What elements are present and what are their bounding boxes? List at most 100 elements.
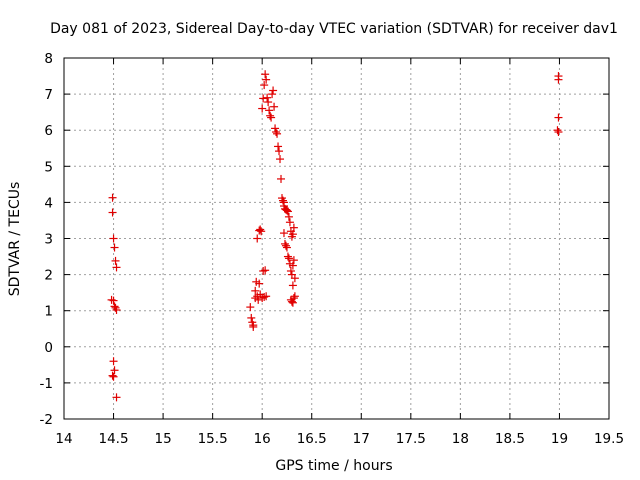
- y-tick-label: 8: [44, 51, 53, 67]
- data-point: [265, 106, 274, 115]
- data-point: [111, 303, 120, 312]
- data-point: [284, 212, 293, 221]
- data-point: [554, 75, 563, 84]
- data-point: [272, 128, 281, 137]
- data-point: [283, 252, 292, 261]
- x-tick-label: 17.5: [396, 431, 426, 447]
- data-point: [283, 207, 292, 216]
- data-point: [109, 357, 118, 366]
- data-point: [109, 234, 118, 243]
- data-point: [254, 295, 263, 304]
- x-tick-label: 18: [452, 431, 469, 447]
- data-point: [281, 205, 290, 214]
- chart-title: Day 081 of 2023, Sidereal Day-to-day VTE…: [50, 21, 618, 37]
- data-point: [253, 234, 262, 243]
- x-tick-label: 15.5: [198, 431, 228, 447]
- grid: [64, 58, 609, 419]
- data-point: [261, 70, 270, 79]
- data-point: [262, 75, 271, 84]
- data-point: [282, 243, 291, 252]
- data-point: [110, 243, 119, 252]
- data-point: [275, 147, 284, 156]
- x-tick-label: 16: [254, 431, 271, 447]
- plot-frame: [63, 57, 610, 420]
- data-point: [554, 113, 563, 122]
- data-point: [279, 229, 288, 238]
- data-point: [257, 227, 266, 236]
- data-point: [110, 366, 119, 375]
- y-tick-labels: -2 -1 0 1 2 3 4 5 6 7 8: [40, 51, 53, 428]
- data-point: [108, 193, 117, 202]
- data-point: [269, 86, 278, 95]
- y-axis-label: SDTVAR / TECUs: [7, 182, 23, 297]
- y-tick-label: 5: [44, 159, 53, 175]
- data-point: [278, 196, 287, 205]
- data-point: [262, 292, 271, 301]
- data-point: [252, 277, 261, 286]
- y-tick-label: -2: [40, 412, 53, 428]
- data-point: [284, 254, 293, 263]
- data-point: [112, 305, 121, 314]
- data-point: [282, 206, 291, 215]
- data-point: [287, 297, 296, 306]
- data-points: [107, 70, 563, 402]
- y-tick-label: 4: [44, 195, 53, 211]
- x-tick-label: 16.5: [297, 431, 327, 447]
- data-point: [112, 263, 121, 272]
- data-point: [554, 128, 563, 137]
- y-tick-label: -1: [40, 376, 53, 392]
- data-point: [281, 241, 290, 250]
- data-point: [270, 102, 279, 111]
- data-point: [290, 292, 299, 301]
- data-point: [260, 292, 269, 301]
- data-point: [288, 281, 297, 290]
- data-point: [277, 174, 286, 183]
- y-tick-label: 1: [44, 304, 53, 320]
- data-point: [108, 208, 117, 217]
- data-point: [268, 90, 277, 99]
- data-point: [261, 266, 270, 275]
- x-tick-labels: 14 14.5 15 15.5 16 16.5 17 17.5 18 18.5 19 19.5: [55, 431, 624, 447]
- data-point: [289, 223, 298, 232]
- data-point: [259, 94, 268, 103]
- x-tick-label: 14.5: [99, 431, 129, 447]
- data-point: [263, 93, 272, 102]
- data-point: [285, 218, 294, 227]
- data-point: [288, 261, 297, 270]
- data-point: [288, 230, 297, 239]
- y-tick-label: 2: [44, 268, 53, 284]
- data-point: [246, 303, 255, 312]
- data-point: [266, 111, 275, 120]
- x-tick-label: 18.5: [495, 431, 525, 447]
- data-point: [107, 295, 116, 304]
- data-point: [286, 266, 295, 275]
- data-point: [108, 371, 117, 380]
- x-tick-label: 15: [154, 431, 171, 447]
- data-point: [109, 372, 118, 381]
- data-point: [274, 142, 283, 151]
- data-point: [112, 393, 121, 402]
- x-axis-label: GPS time / hours: [275, 458, 392, 474]
- data-point: [289, 294, 298, 303]
- data-point: [111, 256, 120, 265]
- data-point: [256, 225, 265, 234]
- y-tick-label: 0: [44, 340, 53, 356]
- data-point: [260, 81, 269, 90]
- data-point: [290, 274, 299, 283]
- data-point: [109, 296, 118, 305]
- y-tick-label: 6: [44, 123, 53, 139]
- data-point: [280, 239, 289, 248]
- x-tick-label: 19.5: [594, 431, 624, 447]
- data-point: [271, 124, 280, 133]
- x-tick-label: 14: [55, 431, 72, 447]
- data-point: [258, 294, 267, 303]
- data-point: [249, 322, 258, 331]
- y-tick-label: 3: [44, 232, 53, 248]
- data-point: [264, 98, 273, 107]
- data-point: [273, 129, 282, 138]
- x-tick-label: 19: [551, 431, 568, 447]
- data-point: [267, 113, 276, 122]
- data-point: [553, 126, 562, 135]
- y-tick-label: 7: [44, 87, 53, 103]
- x-tick-label: 17: [353, 431, 370, 447]
